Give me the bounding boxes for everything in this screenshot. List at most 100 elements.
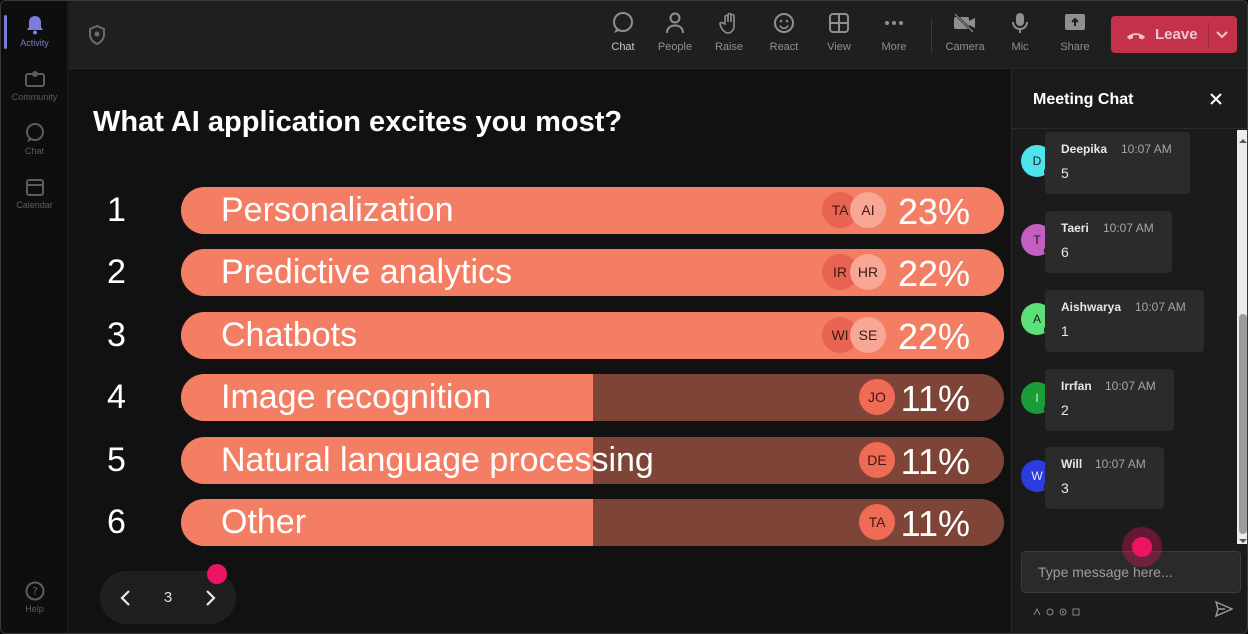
voter-avatar: SE: [850, 317, 886, 353]
poll-option-bar-fill: [181, 437, 593, 484]
poll-option-percent: 11%: [900, 441, 970, 482]
rail-item-label: Community: [11, 92, 58, 102]
share-screen-icon: [1063, 11, 1087, 35]
gif-icon[interactable]: [1072, 603, 1080, 616]
message-text: 3: [1061, 480, 1069, 496]
voter-avatar: JO: [859, 379, 895, 415]
help-icon: ?: [25, 581, 45, 601]
emoji-icon[interactable]: [1059, 603, 1067, 616]
voter-avatar: DE: [859, 442, 895, 478]
chat-icon: [25, 123, 45, 143]
rail-item-activity[interactable]: Activity: [1, 7, 68, 57]
emoji-icon: [772, 11, 796, 35]
poll-option-percent: 11%: [900, 378, 970, 419]
camera-off-icon: [953, 11, 977, 35]
mic-button[interactable]: Mic: [994, 11, 1046, 65]
poll-option-number: 2: [107, 253, 126, 291]
poll-question: What AI application excites you most?: [93, 106, 623, 138]
poll-option-bar-fill: [181, 374, 593, 421]
rail-item-help[interactable]: ? Help: [1, 573, 68, 623]
chat-message-bubble: Deepika 10:07 AM 5: [1045, 132, 1190, 194]
bell-icon: [25, 15, 45, 35]
voter-avatar: HR: [850, 254, 886, 290]
raise-button-label: Raise: [714, 41, 744, 53]
chat-message-bubble: Aishwarya 10:07 AM 1: [1045, 290, 1204, 352]
message-text: 6: [1061, 244, 1069, 260]
phone-hangup-icon: [1125, 24, 1147, 46]
chat-message-input[interactable]: [1021, 551, 1241, 593]
poll-option-number: 5: [107, 441, 126, 479]
poll-option-row: 2 Predictive analytics IR HR 22%: [69, 249, 1010, 297]
raise-hand-button[interactable]: Raise: [703, 11, 755, 65]
chat-message-bubble: Will 10:07 AM 3: [1045, 447, 1164, 509]
react-button[interactable]: React: [758, 11, 810, 65]
poll-option-number: 3: [107, 316, 126, 354]
chat-header-divider: [1012, 128, 1247, 129]
chevron-right-icon[interactable]: [198, 586, 222, 610]
poll-option-number: 1: [107, 191, 126, 229]
scroll-up-arrow-icon[interactable]: [1239, 132, 1247, 143]
poll-option-percent: 22%: [897, 253, 970, 294]
view-button[interactable]: View: [813, 11, 865, 65]
message-timestamp: 10:07 AM: [1121, 142, 1172, 156]
chat-message-bubble: Irrfan 10:07 AM 2: [1045, 369, 1174, 431]
pointer-indicator: [207, 564, 227, 584]
rail-item-chat[interactable]: Chat: [1, 115, 68, 165]
chat-scrollbar-thumb[interactable]: [1239, 314, 1247, 534]
app-rail: Activity Community Chat Calendar ? Help: [1, 1, 68, 633]
shield-icon[interactable]: [87, 24, 107, 46]
chevron-down-icon[interactable]: [1213, 25, 1231, 43]
calendar-icon: [25, 177, 45, 197]
people-button[interactable]: People: [649, 11, 701, 65]
grid-icon: [827, 11, 851, 35]
poll-option-label: Image recognition: [221, 378, 492, 416]
poll-option-percent: 23%: [897, 191, 970, 232]
message-timestamp: 10:07 AM: [1095, 457, 1146, 471]
poll-option-label: Predictive analytics: [221, 253, 513, 291]
send-icon[interactable]: [1214, 600, 1234, 618]
more-button[interactable]: More: [868, 11, 920, 65]
leave-button-label: Leave: [1155, 26, 1198, 43]
share-button[interactable]: Share: [1049, 11, 1101, 65]
chat-bubble-icon: [611, 11, 635, 35]
sender-name: Deepika: [1061, 142, 1108, 156]
attach-icon[interactable]: [1046, 603, 1054, 616]
close-icon[interactable]: [1208, 91, 1224, 107]
poll-option-label: Natural language processing: [221, 441, 654, 479]
person-icon: [663, 11, 687, 35]
rail-item-label: Activity: [20, 38, 49, 48]
more-dots-icon: [882, 11, 906, 35]
sender-name: Aishwarya: [1061, 300, 1122, 314]
chat-message-bubble: Taeri 10:07 AM 6: [1045, 211, 1172, 273]
poll-option-row: 4 Image recognition JO 11%: [69, 374, 1010, 422]
sender-name: Irrfan: [1061, 379, 1092, 393]
poll-option-row: 1 Personalization TA AI 23%: [69, 187, 1010, 235]
poll-option-row: 3 Chatbots WI SE 22%: [69, 312, 1010, 360]
message-timestamp: 10:07 AM: [1105, 379, 1156, 393]
community-icon: [24, 69, 45, 89]
camera-button-label: Camera: [945, 41, 985, 53]
scroll-down-arrow-icon[interactable]: [1239, 532, 1247, 543]
message-timestamp: 10:07 AM: [1135, 300, 1186, 314]
rail-item-community[interactable]: Community: [1, 61, 68, 111]
rail-item-label: Help: [25, 604, 44, 614]
camera-button[interactable]: Camera: [939, 11, 991, 65]
chevron-left-icon[interactable]: [114, 586, 138, 610]
format-icon[interactable]: [1033, 603, 1041, 616]
message-text: 5: [1061, 165, 1069, 181]
rail-item-calendar[interactable]: Calendar: [1, 169, 68, 219]
poll-option-row: 5 Natural language processing DE 11%: [69, 437, 1010, 485]
leave-button[interactable]: Leave: [1111, 16, 1237, 53]
chat-button[interactable]: Chat: [597, 11, 649, 73]
voter-avatar: AI: [850, 192, 886, 228]
touch-indicator: [1132, 537, 1152, 557]
poll-stage: What AI application excites you most? 1 P…: [69, 70, 1010, 633]
more-button-label: More: [881, 41, 907, 53]
toolbar-divider: [931, 19, 932, 53]
mic-button-label: Mic: [1011, 41, 1029, 53]
voter-avatar: TA: [859, 504, 895, 540]
page-number: 3: [163, 589, 173, 606]
poll-option-number: 4: [107, 378, 126, 416]
poll-option-row: 6 Other TA 11%: [69, 499, 1010, 547]
